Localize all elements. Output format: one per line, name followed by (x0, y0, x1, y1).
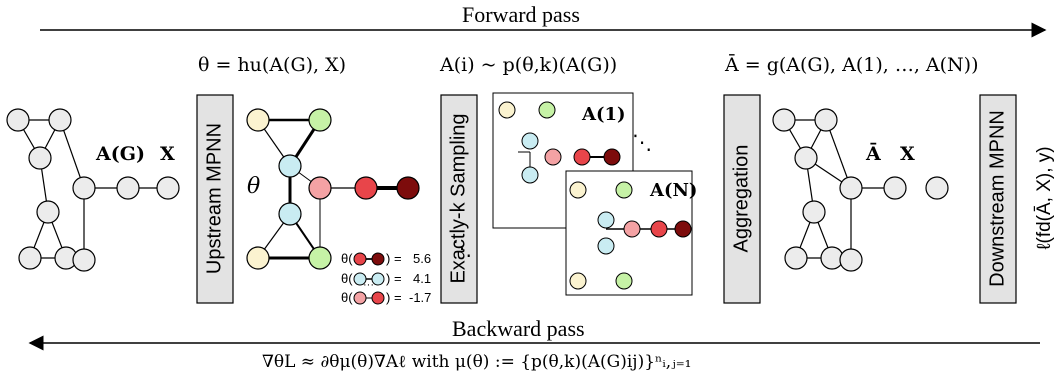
upstream-mpnn-box (196, 94, 234, 304)
aggregated-features-label: X (900, 143, 915, 165)
legend-prefix-2: θ( (341, 271, 353, 286)
aggregated-graph (772, 108, 949, 272)
forward-pass-label: Forward pass (462, 2, 580, 27)
upstream-formula: θ = hu(A(G), X) (198, 54, 347, 76)
sample-1-label: A(1) (582, 104, 626, 125)
legend-suffix-1: ) = (386, 251, 402, 266)
legend-suffix-2: ) = (386, 271, 402, 286)
sample-n-label: A(N) (650, 180, 698, 201)
upstream-mpnn-label: Upstream MPNN (203, 122, 226, 275)
aggregation-formula: Ā = g(A(G), A(1), …, A(N)) (725, 54, 979, 76)
input-adjacency-label: A(G) (96, 143, 145, 165)
sampling-formula: A(i) ~ p(θ,k)(A(G)) (440, 54, 618, 76)
aggregated-adjacency-label: Ā (866, 143, 881, 165)
theta-graph (246, 108, 420, 270)
theta-label: θ (247, 174, 261, 199)
backward-formula: ∇θL ≈ ∂θμ(θ)∇Aℓ with μ(θ) := {p(θ,k)(A(G… (262, 352, 692, 372)
legend-value-3: -1.7 (409, 290, 432, 305)
legend-suffix-3: ) = (386, 290, 402, 305)
input-features-label: X (160, 143, 175, 165)
stack-dots-1: ⋱ (632, 130, 652, 154)
sampling-label: Exactly-k Sampling (447, 113, 470, 284)
loss-label: ℓ(fd(Ā, X), y) (1034, 146, 1055, 250)
legend-value-2: 4.1 (413, 271, 432, 286)
legend-ellipsis: ··· (363, 279, 374, 291)
downstream-mpnn-label: Downstream MPNN (986, 110, 1009, 287)
sample-panel-n (565, 170, 693, 296)
legend-edge-pink-red (353, 291, 385, 305)
legend-edge-blue-blue (353, 272, 385, 286)
legend-prefix-3: θ( (341, 290, 353, 305)
backward-pass-label: Backward pass (452, 316, 585, 341)
aggregation-label: Aggregation (730, 144, 753, 253)
aggregation-box (723, 94, 761, 304)
sampling-box (440, 94, 478, 304)
legend-value-1: 5.6 (413, 251, 432, 266)
input-graph (6, 108, 180, 272)
legend-edge-red-darkred (353, 252, 385, 266)
downstream-mpnn-box (979, 94, 1017, 304)
stack-dots-2: ⋱ (452, 236, 472, 260)
legend-prefix-1: θ( (341, 251, 353, 266)
